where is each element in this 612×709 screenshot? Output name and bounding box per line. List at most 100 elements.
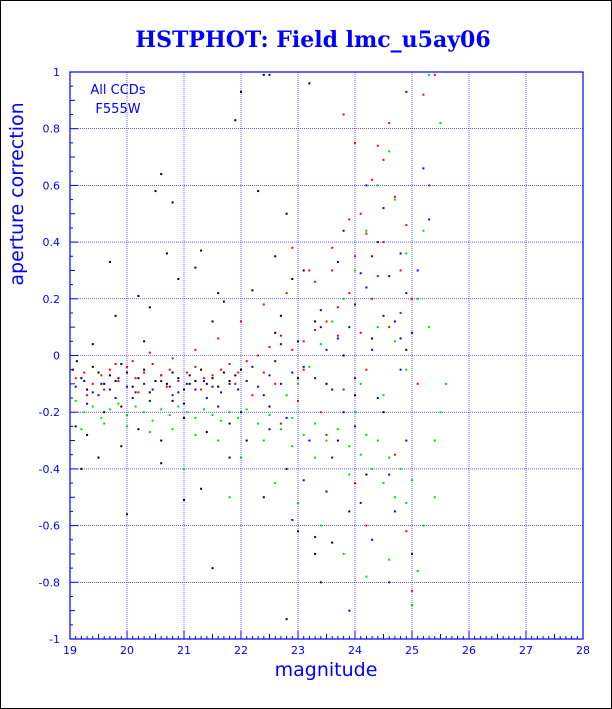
data-point (240, 456, 242, 459)
data-point (354, 141, 356, 144)
data-point (120, 363, 123, 366)
data-point (183, 467, 185, 470)
data-point (268, 374, 271, 377)
data-point (382, 241, 385, 244)
data-point (365, 368, 368, 371)
data-point (354, 394, 356, 397)
data-point (411, 331, 413, 334)
data-point (348, 609, 351, 612)
data-point (319, 581, 322, 584)
data-point (211, 385, 214, 388)
data-point (143, 411, 146, 414)
data-point (114, 363, 117, 366)
data-point (245, 380, 248, 383)
data-point (405, 224, 408, 227)
data-point (217, 405, 220, 408)
data-point (217, 439, 220, 442)
data-point (405, 348, 408, 351)
data-point (302, 433, 305, 436)
data-point (100, 416, 103, 419)
data-point (365, 575, 368, 578)
data-point (342, 411, 345, 414)
data-point (86, 394, 89, 397)
data-point (74, 425, 77, 428)
data-point (91, 365, 94, 368)
data-point (137, 294, 140, 297)
data-point (314, 535, 317, 538)
data-point (188, 374, 191, 377)
data-point (183, 499, 185, 502)
data-point (97, 371, 100, 374)
data-point (291, 348, 294, 351)
data-point (348, 473, 351, 476)
data-point (205, 397, 208, 400)
data-point (428, 73, 431, 76)
y-tick-label: -0.4 (39, 463, 60, 476)
data-point (268, 414, 271, 417)
data-point (314, 456, 317, 459)
data-point (251, 394, 254, 397)
data-point (422, 167, 425, 170)
data-point (354, 269, 356, 272)
data-point (342, 354, 345, 357)
data-point (251, 289, 254, 292)
data-point (291, 416, 294, 419)
data-point (131, 397, 134, 400)
data-point (365, 433, 368, 436)
data-point (245, 439, 248, 442)
data-point (325, 320, 328, 323)
data-point (439, 411, 442, 414)
x-axis-label: magnitude (275, 659, 378, 681)
data-point (371, 337, 374, 340)
data-point (336, 439, 339, 442)
data-point (393, 320, 396, 323)
data-point (134, 405, 137, 408)
data-point (422, 93, 425, 96)
x-tick-label: 24 (348, 644, 362, 657)
y-tick-label: -0.8 (39, 576, 60, 589)
annotation-filter: F555W (95, 102, 140, 117)
data-point (202, 380, 205, 383)
data-point (399, 368, 402, 371)
data-point (365, 232, 368, 235)
data-point (285, 212, 288, 215)
data-point (257, 385, 260, 388)
data-point (240, 90, 242, 93)
data-point (262, 303, 265, 306)
data-point (71, 368, 74, 371)
y-tick-label: 0.2 (43, 293, 61, 306)
data-point (137, 428, 140, 431)
data-point (371, 178, 374, 181)
data-point (365, 286, 368, 289)
data-point (376, 326, 379, 329)
data-point (399, 311, 402, 314)
data-point (274, 255, 277, 258)
data-point (80, 428, 83, 431)
data-point (371, 297, 374, 300)
data-point (319, 411, 322, 414)
x-tick-label: 28 (576, 644, 590, 657)
data-point (185, 411, 188, 414)
data-point (148, 431, 151, 434)
data-point (365, 524, 368, 527)
data-point (382, 207, 385, 210)
data-point (399, 252, 402, 255)
y-tick-label: -0.2 (39, 406, 60, 419)
data-point (399, 467, 402, 470)
data-point (365, 184, 368, 187)
data-point (228, 496, 231, 499)
data-point (382, 314, 385, 317)
data-point (171, 428, 174, 431)
data-point (245, 408, 248, 411)
data-point (148, 306, 151, 309)
data-point (405, 501, 408, 504)
data-point (100, 382, 103, 385)
data-point (371, 255, 374, 258)
data-point (376, 275, 379, 278)
data-point (314, 377, 317, 380)
data-point (217, 337, 220, 340)
data-point (359, 331, 362, 334)
data-point (336, 337, 339, 340)
data-point (422, 524, 425, 527)
data-point (314, 422, 317, 425)
